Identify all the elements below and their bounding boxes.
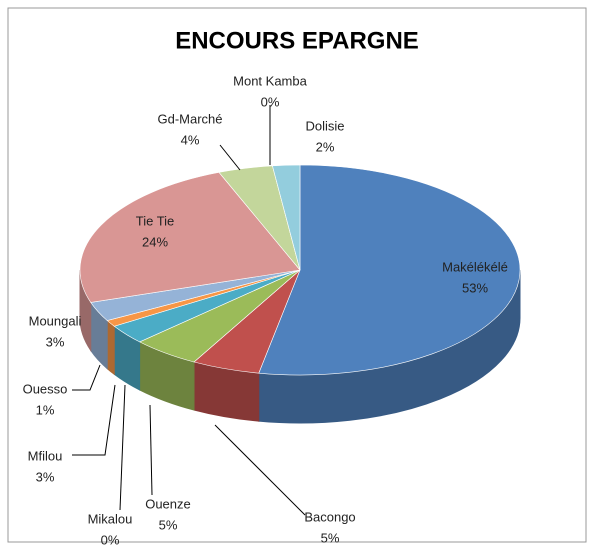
value-label: 0% [261,94,280,109]
value-label: 3% [46,334,65,349]
leader-line [219,144,241,171]
slice [272,164,301,271]
slice-label: Mfilou [28,448,63,463]
leader-line [72,364,101,391]
value-label: 5% [321,530,340,545]
slice-label: Gd-Marché [157,111,222,126]
slice-label: Moungali [29,313,82,328]
chart-title: ENCOURS EPARGNE [175,27,419,54]
value-label: 24% [142,234,168,249]
labels: Makélékélé 53% Bacongo 5% Ouenze 5% Mikalou 0% M… [23,73,508,547]
value-label: 0% [101,532,120,547]
value-label: 3% [36,469,55,484]
slice-label: Ouesso [23,381,68,396]
slice [79,172,301,303]
leader-line [214,424,306,516]
slice-label: Tie Tie [136,213,175,228]
leader-line [119,384,126,511]
slice [258,164,521,376]
slice-label: Makélékélé [442,259,508,274]
value-label: 5% [159,517,178,532]
slice-side [106,319,115,376]
leader-line [72,384,116,456]
value-label: 4% [181,132,200,147]
slice-label: Bacongo [304,509,355,524]
pie [79,164,521,424]
value-label: 53% [462,280,488,295]
value-label: 2% [316,139,335,154]
value-label: 1% [36,402,55,417]
slice-label: Mont Kamba [233,73,307,88]
slice-label: Mikalou [88,511,133,526]
slice-label: Ouenze [145,496,191,511]
leader-line [149,404,153,496]
slice-label: Dolisie [305,118,344,133]
